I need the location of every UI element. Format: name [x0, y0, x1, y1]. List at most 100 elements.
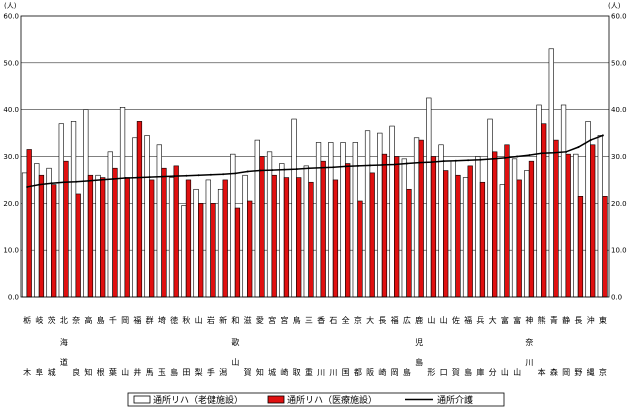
line-point-kaigo: [332, 166, 335, 169]
x-tick-label: 山: [427, 315, 435, 325]
bar-iryo: [381, 153, 388, 298]
bar-roken: [21, 172, 28, 298]
x-tick-label: 阪: [366, 368, 374, 377]
x-tick-label: 縄: [587, 368, 595, 377]
x-tick-label: 愛: [256, 315, 264, 325]
x-tick-label: 群: [146, 315, 154, 325]
line-point-kaigo: [491, 157, 494, 160]
x-tick-label: 道: [60, 357, 68, 367]
bar-roken: [560, 104, 567, 298]
bar-roken: [413, 137, 420, 298]
legend: 通所リハ（老健施設） 通所リハ（医療施設） 通所介護: [127, 392, 505, 407]
bar-roken: [107, 151, 113, 298]
bar-roken: [524, 170, 530, 298]
x-tick-label: 香: [317, 315, 325, 325]
x-tick-label: 都: [354, 368, 362, 377]
line-point-kaigo: [258, 169, 261, 172]
x-tick-label: 川: [525, 358, 533, 367]
line-point-kaigo: [540, 152, 543, 155]
x-tick-label: 野: [574, 368, 582, 377]
x-tick-label: 山: [501, 367, 509, 377]
x-tick-label: 木: [23, 367, 31, 377]
x-tick-label: 川: [329, 368, 337, 377]
line-point-kaigo: [50, 182, 53, 185]
bar-iryo: [87, 174, 94, 298]
x-tick-label: 国: [342, 368, 350, 377]
bar-roken: [242, 174, 248, 298]
line-point-kaigo: [26, 185, 29, 188]
bar-roken: [340, 142, 346, 298]
y-tick-label-right: 20.0: [611, 200, 627, 208]
line-point-kaigo: [87, 179, 90, 182]
x-tick-label: 東: [599, 315, 607, 325]
bar-roken: [450, 160, 456, 298]
x-tick-label: 熊: [538, 315, 546, 325]
line-point-kaigo: [577, 146, 580, 149]
x-tick-label: 北: [60, 316, 68, 325]
x-tick-label: 賀: [244, 367, 252, 377]
line-point-kaigo: [589, 139, 592, 142]
bar-iryo: [577, 196, 584, 298]
bar-roken: [205, 179, 211, 298]
line-point-kaigo: [234, 172, 237, 175]
bar-iryo: [38, 174, 45, 298]
x-tick-label: 山: [195, 315, 203, 325]
x-tick-label: 島: [403, 367, 411, 377]
bar-roken: [279, 163, 285, 298]
bar-iryo: [553, 139, 559, 298]
y-tick-label-left: 20.0: [3, 200, 19, 208]
bar-roken: [462, 177, 469, 298]
bars: [21, 48, 608, 298]
bar-roken: [548, 48, 554, 298]
bar-iryo: [320, 160, 326, 298]
line-point-kaigo: [209, 173, 212, 176]
y-tick-label-right: 50.0: [611, 59, 627, 67]
bar-roken: [254, 139, 260, 298]
line-point-kaigo: [442, 160, 445, 163]
bar-roken: [401, 158, 407, 298]
line-point-kaigo: [369, 164, 372, 167]
line-point-kaigo: [344, 165, 347, 168]
x-tick-label: 山: [121, 367, 129, 377]
legend-swatch-iryo: [267, 395, 285, 404]
y-tick-label-left: 30.0: [3, 153, 19, 161]
x-tick-label: 重: [305, 367, 313, 377]
x-tick-label: 手: [207, 367, 215, 377]
bar-iryo: [234, 207, 241, 298]
x-tick-label: 徳: [170, 315, 178, 325]
y-unit-right: (人): [608, 2, 621, 10]
bar-iryo: [75, 193, 81, 298]
x-tick-label: 滋: [244, 315, 252, 325]
bar-iryo: [308, 181, 314, 298]
x-tick-label: 福: [464, 316, 472, 325]
line-point-kaigo: [356, 164, 359, 167]
line-point-kaigo: [99, 178, 102, 181]
x-tick-label: 鳥: [293, 315, 301, 325]
bar-iryo: [430, 156, 437, 298]
x-tick-label: 森: [550, 367, 558, 377]
x-tick-label: 京: [599, 367, 607, 377]
line-point-kaigo: [295, 168, 298, 171]
line-point-kaigo: [307, 167, 310, 170]
bar-iryo: [590, 144, 596, 298]
x-tick-label: 石: [329, 316, 337, 325]
bar-roken: [487, 118, 493, 298]
line-point-kaigo: [528, 154, 531, 157]
line-point-kaigo: [565, 150, 568, 153]
bar-iryo: [467, 165, 473, 298]
bar-roken: [144, 135, 150, 298]
bar-iryo: [492, 151, 498, 298]
bar-roken: [426, 97, 432, 298]
x-tick-label: 島: [170, 367, 178, 377]
tick-labels: 0.0 0.0 10.0 10.0 20.0 20.0 30.0 30.0 40.0 40.0 50…: [3, 13, 626, 302]
x-tick-label: 神: [525, 315, 533, 325]
x-tick-label: 庫: [476, 367, 484, 377]
bar-iryo: [541, 123, 547, 298]
line-point-kaigo: [381, 163, 384, 166]
legend-box: [127, 392, 505, 407]
x-tick-label: 山: [231, 357, 239, 367]
bar-iryo: [210, 203, 216, 298]
bar-iryo: [565, 153, 571, 298]
x-tick-label: 馬: [146, 368, 154, 377]
line-kaigo: [26, 134, 604, 188]
